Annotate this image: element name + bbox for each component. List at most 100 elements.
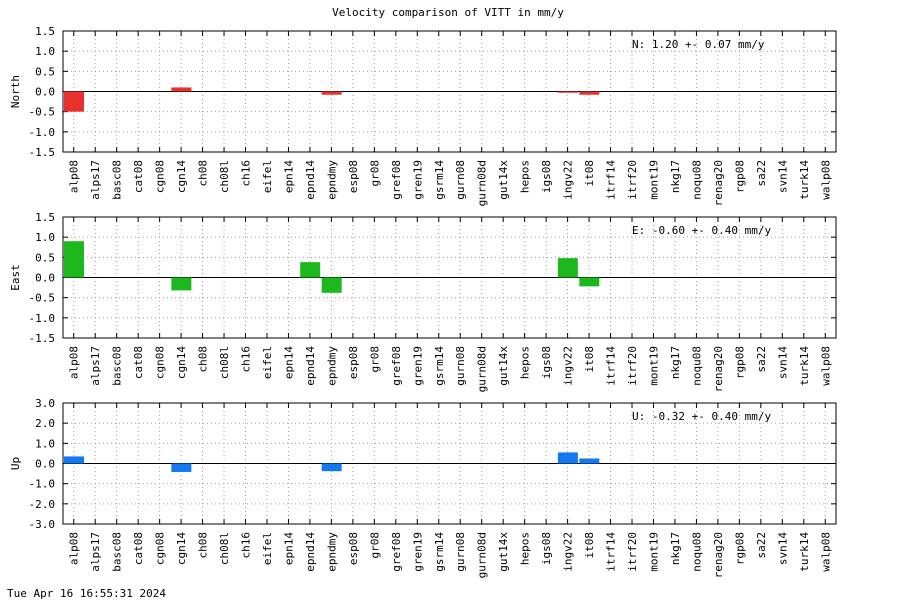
- x-tick-label: gren19: [411, 532, 424, 572]
- y-tick-label: 1.0: [35, 45, 55, 58]
- x-tick-label: gr08: [368, 346, 381, 373]
- x-tick-label: cgn08: [154, 532, 167, 565]
- x-tick-label: gref08: [390, 532, 403, 572]
- x-tick-label: turk14: [798, 160, 811, 200]
- x-tick-label: ch08: [197, 532, 210, 559]
- x-tick-label: basc08: [111, 532, 124, 572]
- x-tick-label: cgn08: [154, 160, 167, 193]
- x-tick-label: turk14: [798, 532, 811, 572]
- bar-epndmy: [321, 91, 342, 95]
- x-tick-label: nkg17: [669, 346, 682, 379]
- y-tick-label: 1.5: [35, 211, 55, 224]
- x-tick-label: sa22: [755, 346, 768, 373]
- x-tick-label: svn14: [776, 160, 789, 193]
- velocity-annotation: E: -0.60 +- 0.40 mm/y: [632, 224, 771, 237]
- y-tick-label: 0.0: [35, 86, 55, 99]
- x-tick-label: ch08l: [218, 346, 231, 379]
- y-tick-label: -1.0: [29, 478, 56, 491]
- x-tick-label: basc08: [111, 160, 124, 200]
- x-tick-label: alps17: [89, 532, 102, 572]
- bar-alp08: [64, 456, 84, 464]
- chart-title: Velocity comparison of VITT in mm/y: [332, 6, 564, 19]
- panel-north: 1.5 1.0 0.5 0.0 -0.5 -1.0 -1.5 alp08 alps17 basc0…: [9, 25, 837, 206]
- y-tick-label: 1.5: [35, 25, 55, 38]
- x-tick-label: gsrm14: [433, 532, 446, 572]
- x-tick-label: cgn14: [175, 346, 188, 379]
- x-tick-label: gurn08: [454, 160, 467, 200]
- x-tick-label: itrf20: [626, 346, 639, 386]
- x-tick-label: turk14: [798, 346, 811, 386]
- x-tick-label: ch08l: [218, 160, 231, 193]
- bar-alp08: [64, 241, 84, 278]
- x-tick-label: epnd14: [304, 532, 317, 572]
- y-tick-label: 3.0: [35, 397, 55, 410]
- x-tick-label: renag20: [712, 160, 725, 206]
- bar-ingv22: [557, 258, 578, 278]
- y-tick-label: 0.0: [35, 458, 55, 471]
- x-tick-label: rgp08: [733, 346, 746, 379]
- x-tick-label: mont19: [647, 532, 660, 572]
- x-tick-label: noqu08: [690, 532, 703, 572]
- y-axis-label: East: [9, 264, 22, 291]
- bar-epndmy: [321, 277, 342, 293]
- x-tick-label: gurn08: [454, 346, 467, 386]
- y-tick-label: 1.0: [35, 437, 55, 450]
- velocity-annotation: U: -0.32 +- 0.40 mm/y: [632, 410, 771, 423]
- y-axis-label: Up: [9, 457, 22, 470]
- bar-it08: [579, 458, 600, 464]
- bar-ingv22: [557, 91, 578, 93]
- x-tick-label: noqu08: [690, 160, 703, 200]
- x-tick-label: eifel: [261, 532, 274, 565]
- x-tick-label: rgp08: [733, 532, 746, 565]
- x-tick-label: gut14x: [497, 346, 510, 386]
- x-tick-label: igs08: [540, 532, 553, 565]
- x-tick-label: gren19: [411, 160, 424, 200]
- y-tick-label: 2.0: [35, 417, 55, 430]
- x-tick-label: basc08: [111, 346, 124, 386]
- x-tick-label: gurn08d: [476, 160, 489, 206]
- x-tick-label: eifel: [261, 346, 274, 379]
- x-tick-label: walp08: [819, 160, 832, 200]
- x-tick-label: gsrm14: [433, 160, 446, 200]
- bar-it08: [579, 277, 600, 287]
- bar-cgn14: [171, 463, 192, 472]
- x-tick-label: walp08: [819, 346, 832, 386]
- x-tick-label: itrf14: [605, 160, 618, 200]
- y-tick-label: -0.5: [29, 292, 56, 305]
- x-tick-label: mont19: [647, 346, 660, 386]
- x-tick-label: gref08: [390, 160, 403, 200]
- x-tick-label: walp08: [819, 532, 832, 572]
- x-tick-label: ch08l: [218, 532, 231, 565]
- x-tick-label: gref08: [390, 346, 403, 386]
- x-tick-label: epn14: [282, 160, 295, 193]
- x-tick-label: ch16: [240, 346, 253, 373]
- x-tick-label: cgn08: [154, 346, 167, 379]
- x-tick-label: alp08: [68, 346, 81, 379]
- bar-alp08: [64, 91, 84, 112]
- x-tick-label: mont19: [647, 160, 660, 200]
- x-tick-label: cat08: [132, 346, 145, 379]
- y-tick-label: -1.5: [29, 146, 56, 159]
- x-tick-label: epnd14: [304, 160, 317, 200]
- x-tick-label: renag20: [712, 346, 725, 392]
- x-tick-label: itrf20: [626, 532, 639, 572]
- y-tick-label: 1.0: [35, 231, 55, 244]
- panel-east: 1.5 1.0 0.5 0.0 -0.5 -1.0 -1.5 alp08 alps17 basc0…: [9, 211, 837, 392]
- x-tick-label: gut14x: [497, 160, 510, 200]
- y-tick-label: -1.5: [29, 332, 56, 345]
- x-tick-label: noqu08: [690, 346, 703, 386]
- x-tick-label: igs08: [540, 346, 553, 379]
- x-tick-label: gren19: [411, 346, 424, 386]
- x-tick-label: cgn14: [175, 160, 188, 193]
- x-tick-label: sa22: [755, 532, 768, 559]
- x-tick-label: cat08: [132, 532, 145, 565]
- y-tick-label: -0.5: [29, 106, 56, 119]
- x-tick-label: it08: [583, 532, 596, 559]
- x-tick-label: epn14: [282, 532, 295, 565]
- x-tick-label: cat08: [132, 160, 145, 193]
- x-tick-label: nkg17: [669, 532, 682, 565]
- x-tick-label: alps17: [89, 346, 102, 386]
- bar-epndmy: [321, 463, 342, 472]
- x-tick-label: renag20: [712, 532, 725, 578]
